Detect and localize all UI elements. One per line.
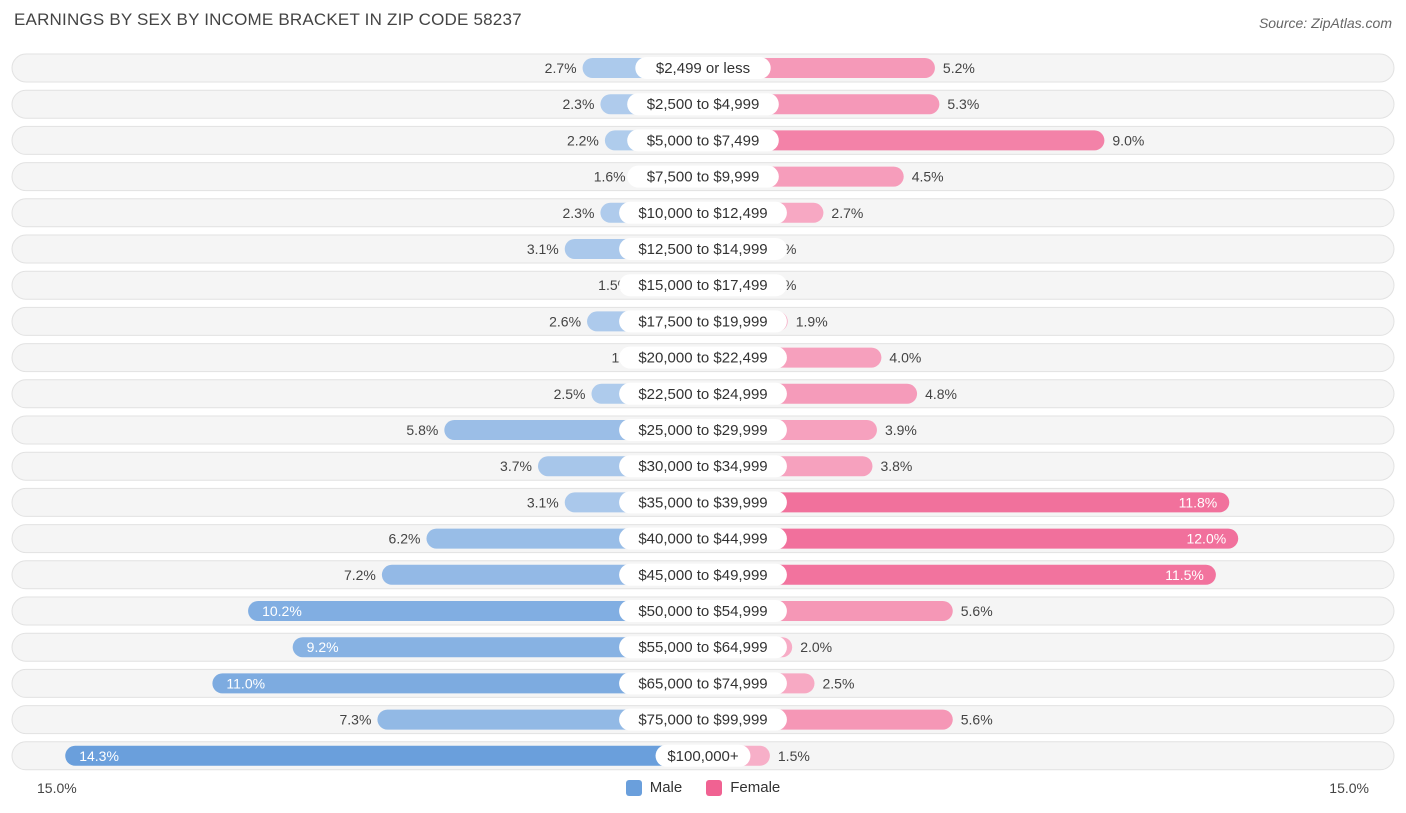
value-label-female: 3.9% — [885, 422, 917, 438]
category-pill — [635, 57, 771, 79]
value-label-female: 5.3% — [947, 96, 979, 112]
category-label: $22,500 to $24,999 — [638, 386, 767, 403]
category-label: $50,000 to $54,999 — [638, 603, 767, 620]
source-label: Source: ZipAtlas.com — [1258, 15, 1392, 31]
value-label-male: 2.7% — [545, 60, 577, 76]
category-pill — [619, 274, 787, 297]
category-pill — [627, 93, 779, 116]
value-label-female: 4.5% — [912, 169, 944, 185]
category-label: $65,000 to $74,999 — [638, 675, 767, 692]
bar-male — [248, 601, 703, 621]
bar-male — [65, 745, 704, 766]
value-label-female: 4.0% — [889, 350, 921, 366]
bar-male — [212, 673, 703, 694]
category-pill — [619, 491, 787, 514]
legend-swatch-male — [625, 779, 642, 796]
value-label-female: 5.6% — [961, 603, 993, 619]
value-label-male: 2.3% — [562, 205, 594, 221]
value-label-female: 2.7% — [831, 205, 863, 221]
category-pill — [619, 419, 787, 441]
axis-right-label: 15.0% — [1329, 780, 1369, 796]
value-label-female: 5.6% — [961, 712, 993, 728]
value-label-female: 12.0% — [1186, 531, 1226, 547]
category-label: $25,000 to $29,999 — [638, 422, 767, 439]
value-label-male: 5.8% — [406, 422, 438, 438]
category-pill — [619, 346, 787, 369]
category-pill — [655, 744, 751, 767]
value-label-female: 4.8% — [925, 386, 957, 402]
value-label-female: 2.5% — [823, 675, 855, 691]
value-label-female: 11.5% — [1165, 567, 1204, 583]
value-label-male: 2.5% — [554, 386, 586, 402]
legend: Male Female — [0, 779, 1406, 796]
value-label-male: 2.2% — [567, 132, 599, 148]
value-label-female: 1.9% — [796, 313, 828, 329]
value-label-female: 5.2% — [943, 60, 975, 76]
category-label: $55,000 to $64,999 — [638, 639, 767, 656]
category-label: $2,500 to $4,999 — [647, 96, 760, 113]
category-pill — [619, 455, 787, 478]
value-label-male: 10.2% — [262, 603, 302, 619]
value-label-male: 3.1% — [527, 241, 559, 257]
category-pill — [619, 600, 787, 622]
category-pill — [619, 201, 787, 224]
category-pill — [627, 129, 779, 152]
category-pill — [619, 672, 787, 695]
category-label: $15,000 to $17,499 — [638, 277, 767, 294]
value-label-male: 9.2% — [307, 639, 339, 655]
category-label: $75,000 to $99,999 — [638, 712, 767, 729]
category-label: $5,000 to $7,499 — [647, 132, 760, 149]
category-label: $10,000 to $12,499 — [638, 205, 767, 222]
legend-item-female[interactable]: Female — [706, 779, 780, 796]
category-pill — [619, 636, 787, 659]
value-label-female: 2.0% — [800, 639, 832, 655]
value-label-male: 7.2% — [344, 567, 376, 583]
bar-female — [703, 492, 1230, 513]
value-label-female: 11.8% — [1179, 494, 1218, 510]
category-pill — [619, 310, 787, 333]
bar-female — [703, 564, 1216, 585]
chart-title: EARNINGS BY SEX BY INCOME BRACKET IN ZIP… — [14, 10, 522, 29]
value-label-male: 6.2% — [389, 531, 421, 547]
category-label: $12,500 to $14,999 — [638, 241, 767, 258]
value-label-female: 3.8% — [880, 458, 912, 474]
category-pill — [619, 527, 787, 550]
value-label-female: 9.0% — [1112, 132, 1144, 148]
legend-label-male: Male — [649, 779, 683, 796]
category-pill — [627, 165, 779, 188]
legend-item-male[interactable]: Male — [625, 779, 683, 796]
category-pill — [619, 382, 787, 405]
legend-swatch-female — [706, 779, 723, 796]
category-label: $20,000 to $22,499 — [638, 350, 767, 367]
value-label-female: 1.5% — [778, 748, 810, 764]
value-label-male: 1.6% — [594, 169, 626, 185]
category-label: $40,000 to $44,999 — [638, 531, 767, 548]
category-label: $45,000 to $49,999 — [638, 567, 767, 584]
category-pill — [619, 238, 787, 260]
legend-label-female: Female — [730, 779, 781, 796]
bar-female — [703, 130, 1105, 151]
category-label: $7,500 to $9,999 — [647, 169, 760, 186]
category-pill — [619, 563, 787, 586]
value-label-male: 3.1% — [527, 494, 559, 510]
bar-female — [703, 528, 1239, 549]
category-label: $30,000 to $34,999 — [638, 458, 767, 475]
value-label-male: 3.7% — [500, 458, 532, 474]
category-label: $100,000+ — [667, 748, 739, 765]
category-label: $17,500 to $19,999 — [638, 313, 767, 330]
category-label: $2,499 or less — [656, 60, 750, 77]
axis-left-label: 15.0% — [37, 780, 77, 796]
category-label: $35,000 to $39,999 — [638, 494, 767, 511]
bar-male — [292, 637, 703, 658]
value-label-male: 2.6% — [549, 313, 581, 329]
category-pill — [619, 708, 787, 731]
value-label-male: 11.0% — [226, 675, 265, 691]
value-label-male: 7.3% — [339, 712, 371, 728]
value-label-male: 2.3% — [562, 96, 594, 112]
value-label-male: 14.3% — [79, 748, 119, 764]
